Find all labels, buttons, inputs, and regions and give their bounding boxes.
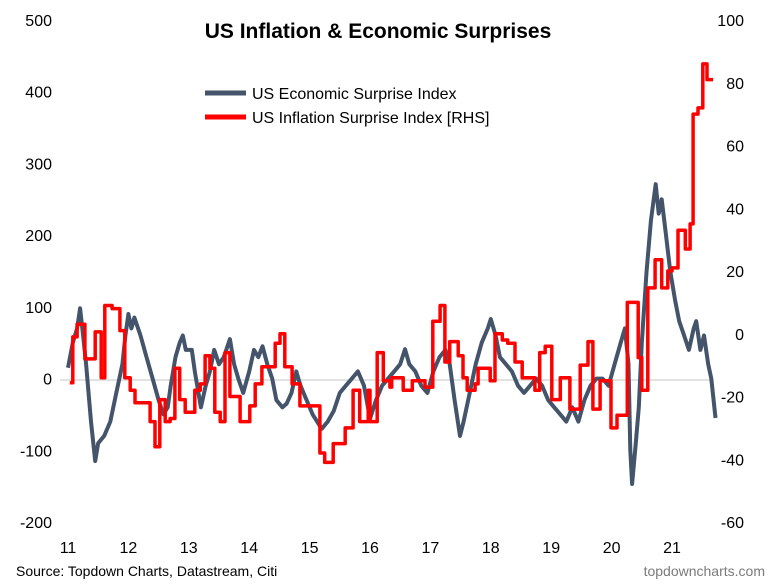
right-tick-label: -20 [721, 390, 744, 407]
legend-label-inflation: US Inflation Surprise Index [RHS] [252, 110, 489, 127]
x-tick-label: 12 [120, 540, 138, 557]
left-tick-label: 200 [25, 228, 52, 245]
left-tick-label: -200 [20, 515, 52, 532]
left-tick-label: 100 [25, 300, 52, 317]
right-tick-label: 20 [726, 264, 744, 281]
legend: US Economic Surprise Index US Inflation … [205, 86, 489, 127]
right-tick-label: -60 [721, 515, 744, 532]
x-tick-label: 14 [240, 540, 258, 557]
right-tick-label: 0 [735, 327, 744, 344]
x-tick-label: 16 [361, 540, 379, 557]
right-tick-label: 60 [726, 139, 744, 156]
x-tick-label: 13 [180, 540, 198, 557]
series-line-inflation-surprise [69, 62, 714, 465]
x-tick-label: 15 [301, 540, 319, 557]
left-axis-ticks: -200 -100 0 100 200 300 400 500 [20, 13, 52, 532]
x-tick-label: 17 [422, 540, 440, 557]
right-tick-label: -40 [721, 452, 744, 469]
left-tick-label: 300 [25, 156, 52, 173]
x-tick-label: 21 [663, 540, 681, 557]
left-tick-label: -100 [20, 443, 52, 460]
brand-watermark: topdowncharts.com [644, 563, 765, 579]
source-note: Source: Topdown Charts, Datastream, Citi [16, 563, 277, 579]
right-tick-label: 40 [726, 201, 744, 218]
x-tick-label: 19 [542, 540, 560, 557]
series-line-economic-surprise [66, 182, 718, 486]
left-tick-label: 500 [25, 13, 52, 30]
left-tick-label: 400 [25, 85, 52, 102]
right-tick-label: 100 [717, 13, 744, 30]
right-axis-ticks: -60 -40 -20 0 20 40 60 80 100 [717, 13, 744, 532]
left-tick-label: 0 [43, 372, 52, 389]
x-tick-label: 20 [603, 540, 621, 557]
legend-label-economic: US Economic Surprise Index [252, 86, 457, 103]
chart-title: US Inflation & Economic Surprises [205, 20, 552, 43]
x-tick-label: 11 [60, 540, 77, 557]
x-axis-ticks: 11 12 13 14 15 16 17 18 19 20 21 [60, 540, 681, 557]
x-tick-label: 18 [482, 540, 500, 557]
right-tick-label: 80 [726, 76, 744, 93]
series-group [66, 62, 718, 486]
